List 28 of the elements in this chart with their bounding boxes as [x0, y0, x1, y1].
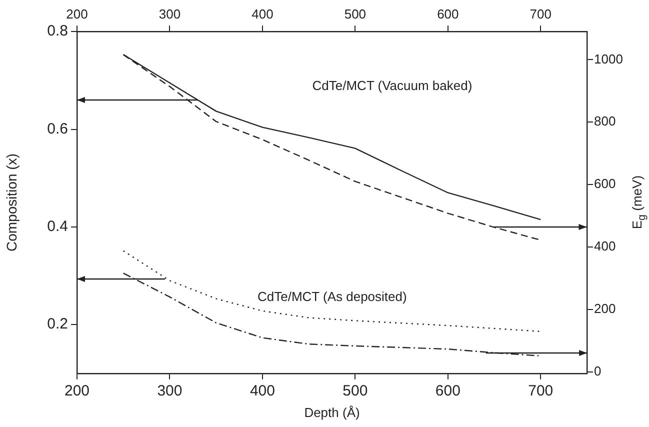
annotation: CdTe/MCT (As deposited) [258, 289, 407, 304]
x-tick-label: 700 [528, 382, 554, 400]
y2-tick-label: 200 [594, 300, 616, 316]
x2-tick-label: 500 [344, 6, 366, 22]
y-tick-label: 0.4 [47, 218, 68, 236]
x-tick-label: 200 [64, 382, 90, 400]
line-series [122, 250, 542, 332]
y2-tick-label: 600 [594, 176, 616, 192]
x-tick-label: 600 [435, 382, 460, 400]
x-tick-label: 500 [342, 382, 368, 400]
y-tick-label: 0.2 [47, 316, 68, 333]
x-tick-label: 400 [250, 382, 275, 400]
x2-tick-label: 600 [437, 6, 459, 22]
x-axis-title: Depth (Å) [304, 404, 360, 420]
y2-tick-label: 0 [594, 363, 602, 378]
y2-tick-label: 400 [594, 238, 616, 254]
x2-tick-label: 700 [530, 6, 552, 22]
x2-tick-label: 400 [252, 6, 274, 22]
y-axis-title: Composition (x) [3, 153, 20, 252]
x-tick-label: 300 [157, 382, 182, 400]
x2-tick-label: 200 [66, 6, 88, 22]
y-tick-label: 0.8 [47, 22, 68, 40]
x2-tick-label: 300 [158, 6, 181, 22]
annotation: CdTe/MCT (Vacuum baked) [312, 78, 472, 93]
y2-tick-label: 1000 [594, 51, 623, 66]
y2-tick-label: 800 [594, 114, 616, 129]
line-series [122, 272, 542, 357]
y-tick-label: 0.6 [47, 120, 68, 138]
